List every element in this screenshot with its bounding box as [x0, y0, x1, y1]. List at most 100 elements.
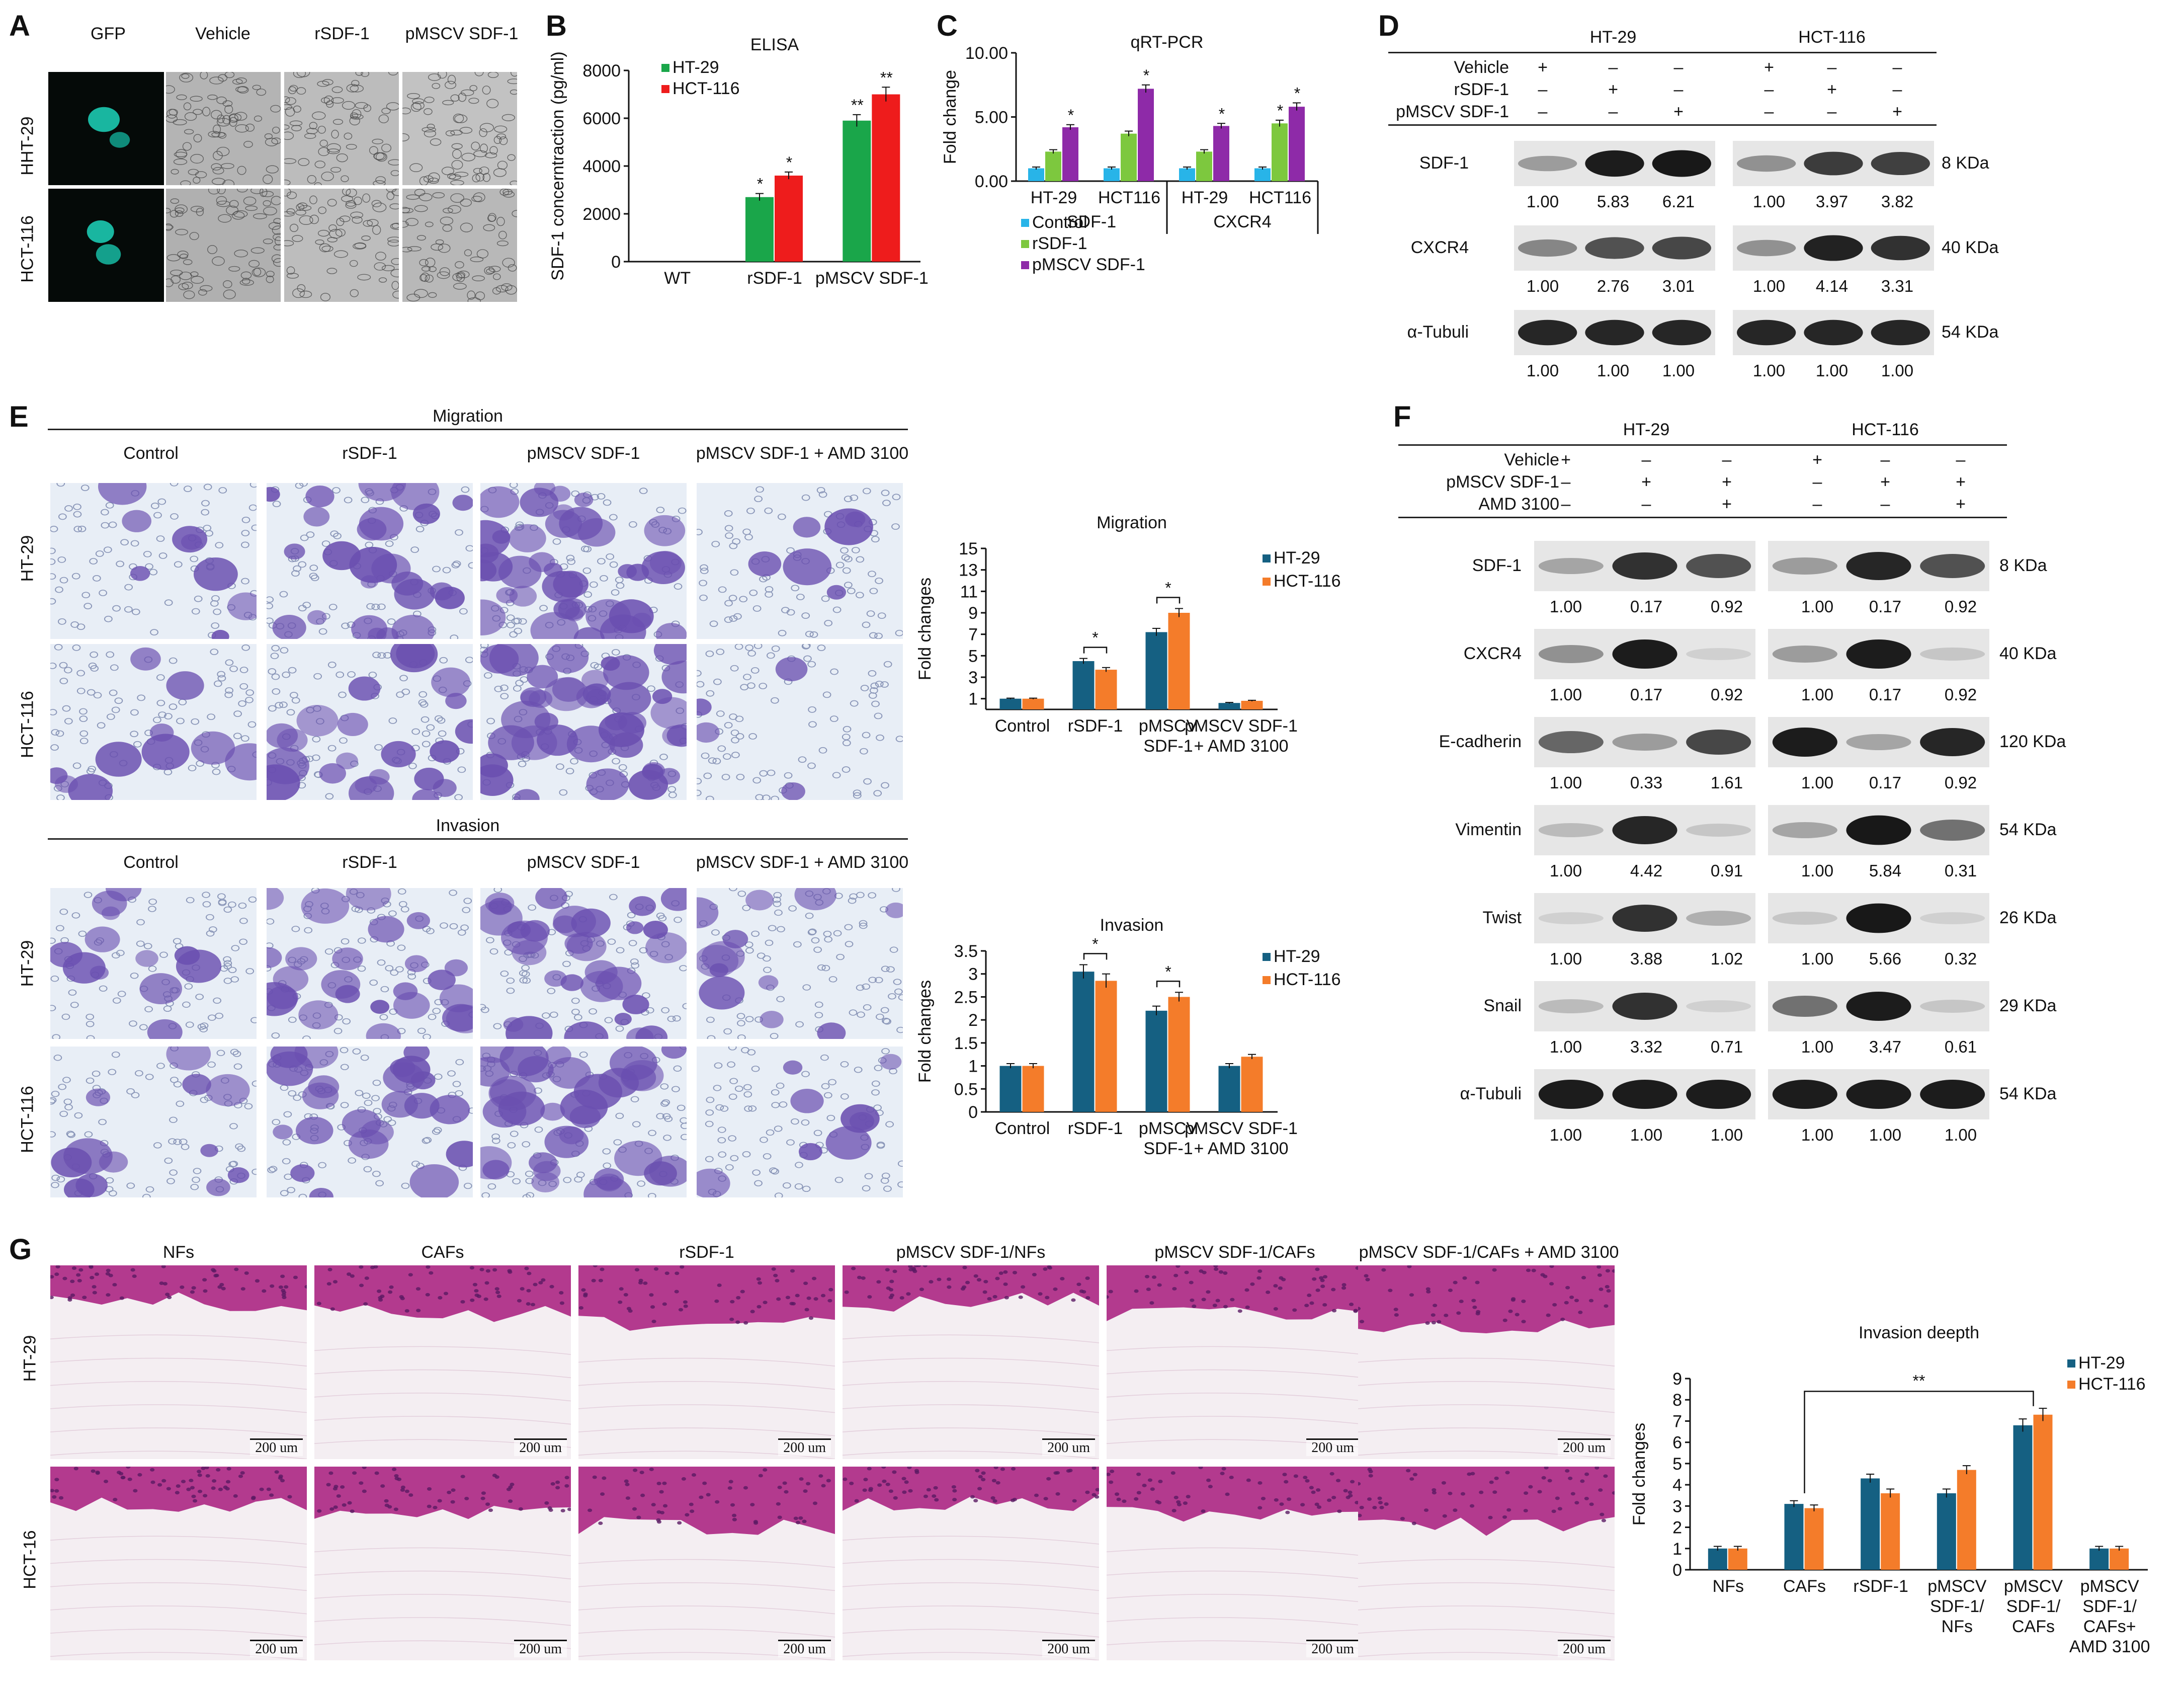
- treatment-mark: –: [1892, 80, 1902, 99]
- he-section-image: 200 um: [1107, 1467, 1363, 1660]
- e-inv-image-amd-ht29: [697, 888, 903, 1039]
- treatment-mark: –: [1608, 58, 1618, 77]
- e-inv-col-control: Control: [123, 853, 179, 872]
- blot-group-label: HCT-116: [1798, 28, 1866, 47]
- brightfield-rsdf1-hct116: [284, 189, 399, 302]
- y-tick-label: 2000: [582, 205, 621, 224]
- band: [1538, 731, 1604, 753]
- x-tick-label: pMSCV: [1139, 716, 1198, 736]
- e-inv-image-control-hct116: [50, 1047, 257, 1197]
- panel-a-col-rsdf1: rSDF-1: [314, 24, 370, 43]
- significance-bracket: [1156, 981, 1181, 988]
- band: [1846, 734, 1911, 750]
- he-section-image: 200 um: [1358, 1265, 1615, 1459]
- band-quantification: 1.00: [1869, 1125, 1902, 1144]
- protein-label: CXCR4: [1463, 644, 1522, 663]
- protein-label: SDF-1: [1472, 556, 1522, 575]
- band-quantification: 1.00: [1801, 685, 1834, 704]
- bar: [1784, 1504, 1804, 1570]
- x-tick-label: rSDF-1: [1853, 1577, 1908, 1596]
- chart-title: qRT-PCR: [1131, 33, 1204, 52]
- x-tick-label: WT: [664, 269, 691, 288]
- treatment-mark: +: [1722, 472, 1732, 492]
- band: [1871, 319, 1930, 346]
- treatment-mark: –: [1764, 102, 1774, 121]
- invasion-chart: Invasion 0 0.5 1 1.5 2 2.5 3 3.5 Fold changes Cont…: [915, 911, 1403, 1177]
- band: [1920, 1080, 1985, 1109]
- chart-title: Invasion deepth: [1859, 1323, 1979, 1342]
- y-tick-label: 8: [1672, 1391, 1682, 1410]
- band: [1612, 734, 1677, 751]
- band-quantification: 1.00: [1944, 1125, 1977, 1144]
- treatment-mark: +: [1673, 102, 1684, 121]
- y-axis-label: Fold changes: [915, 578, 935, 680]
- band: [1772, 1080, 1837, 1109]
- e-mig-col-pmscv: pMSCV SDF-1: [527, 444, 640, 463]
- x-tick-label: pMSCV SDF-1: [1185, 1119, 1298, 1138]
- y-tick-label: 9: [1672, 1370, 1682, 1389]
- western-blot-f: HT-29 HCT-116 Vehicle + – – + – – pMSCV SDF-1– + + –…: [1398, 413, 2163, 1167]
- scale-bar-label: 200 um: [1558, 1438, 1611, 1456]
- band-quantification: 1.00: [1630, 1125, 1663, 1144]
- western-blot-d: HT-29 HCT-116 Vehicle + – – + – – rSDF-1 – + – – + – pMS…: [1388, 20, 2163, 382]
- bar: [1072, 972, 1095, 1112]
- blot-strip: [1534, 981, 1755, 1031]
- x-group-label: CXCR4: [1213, 212, 1271, 231]
- band: [1612, 993, 1677, 1020]
- blot-strip: [1534, 893, 1755, 943]
- e-inv-col-rsdf1: rSDF-1: [342, 853, 397, 872]
- blot-strip: [1514, 225, 1715, 271]
- band-quantification: 1.00: [1549, 1125, 1582, 1144]
- treatment-mark: –: [1608, 102, 1618, 121]
- bar: [1028, 168, 1044, 181]
- e-inv-col-pmscv: pMSCV SDF-1: [527, 853, 640, 872]
- x-tick-label: AMD 3100: [2069, 1637, 2150, 1656]
- blot-strip: [1768, 981, 1989, 1031]
- treatment-mark: +: [1892, 102, 1902, 121]
- scale-bar-label: 200 um: [778, 1438, 831, 1456]
- band-quantification: 1.00: [1752, 277, 1786, 295]
- band: [1772, 728, 1837, 757]
- bar: [1022, 698, 1044, 709]
- treatment-mark: +: [1538, 58, 1548, 77]
- band-quantification: 1.00: [1801, 1125, 1834, 1144]
- band-quantification: 6.21: [1662, 192, 1695, 211]
- y-tick-label: 13: [959, 561, 978, 580]
- e-mig-image-rsdf1-hct116: [267, 644, 473, 800]
- blot-strip: [1733, 141, 1934, 186]
- protein-label: SDF-1: [1419, 153, 1469, 173]
- e-inv-image-pmscv-hct116: [480, 1047, 687, 1197]
- band-quantification: 3.31: [1881, 277, 1914, 295]
- legend-label: HT-29: [1274, 548, 1320, 568]
- band-quantification: 5.84: [1869, 861, 1902, 880]
- chart-title: Migration: [1097, 513, 1167, 532]
- band: [1772, 912, 1837, 925]
- band: [1804, 319, 1863, 346]
- e-inv-image-pmscv-ht29: [480, 888, 687, 1039]
- y-axis-label: Fold changes: [1630, 1423, 1649, 1525]
- significance-marker: **: [880, 68, 893, 87]
- y-tick-label: 3.5: [954, 942, 978, 961]
- band-quantification: 0.92: [1710, 597, 1743, 616]
- scale-bar-label: 200 um: [1558, 1640, 1611, 1657]
- significance-marker: *: [757, 175, 763, 193]
- blot-strip: [1534, 541, 1755, 591]
- band-quantification: 1.00: [1549, 861, 1582, 880]
- bar: [1218, 703, 1240, 709]
- significance-marker: *: [1294, 84, 1300, 102]
- x-tick-label: + AMD 3100: [1194, 1139, 1288, 1158]
- band-quantification: 0.32: [1944, 949, 1977, 968]
- he-section-image: 200 um: [843, 1467, 1099, 1660]
- y-tick-label: 4000: [582, 157, 621, 176]
- blot-group-label: HCT-116: [1852, 420, 1919, 439]
- protein-label: α-Tubuli: [1460, 1084, 1522, 1103]
- e-mig-image-pmscv-hct116: [480, 644, 687, 800]
- blot-header-rule: [1388, 52, 1937, 53]
- y-tick-label: 3: [1672, 1497, 1682, 1516]
- band: [1871, 235, 1930, 261]
- treatment-mark: –: [1827, 102, 1837, 121]
- invasion-depth-chart: Invasion deepth 0 1 2 3 4 5 6 7 8 9 Fold changes NFs…: [1630, 1318, 2168, 1670]
- e-inv-row-hct116: HCT-116: [18, 1086, 37, 1153]
- band-quantification: 0.92: [1944, 685, 1977, 704]
- treatment-mark: +: [1956, 495, 1966, 514]
